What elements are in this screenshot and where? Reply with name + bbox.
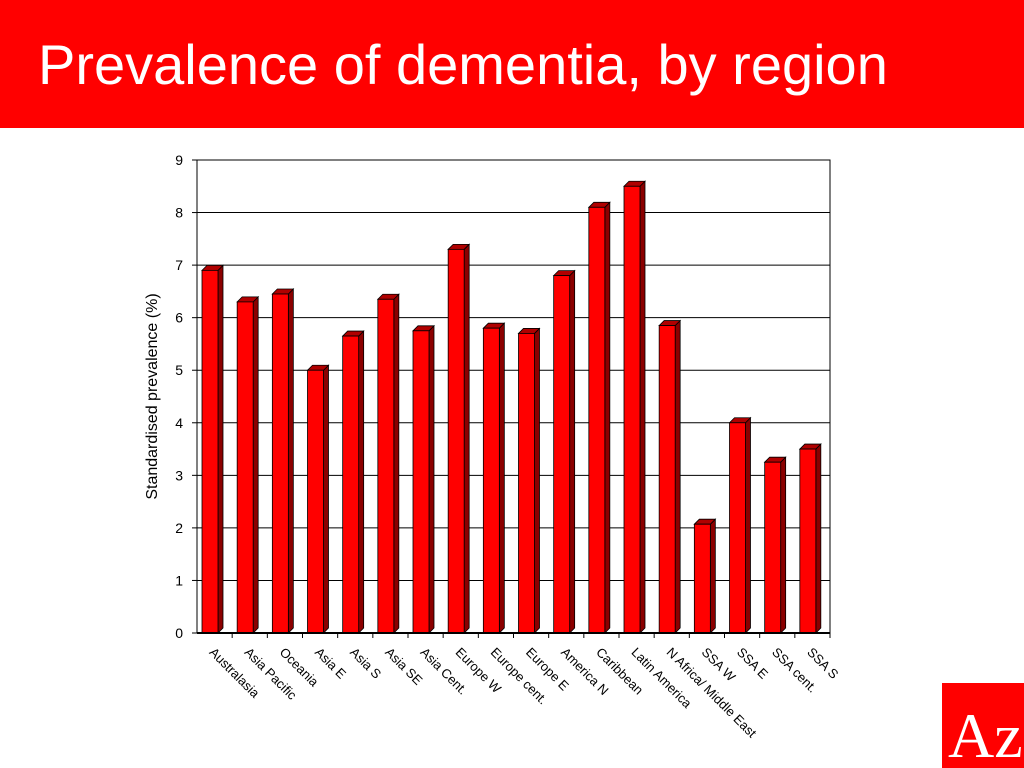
bar [658,325,676,634]
bar-side [393,293,400,634]
bar [201,269,219,634]
bar [482,327,500,634]
bar [729,422,746,634]
y-tick-label: 7 [175,257,183,273]
bar-side [252,295,259,634]
y-tick-label: 3 [175,467,183,483]
y-tick-label: 4 [175,415,183,431]
bar [518,333,535,634]
bar-side [323,364,329,634]
y-tick-label: 2 [175,520,183,536]
bar-side [463,243,470,634]
y-tick-label: 0 [175,625,183,641]
x-tick-label: Asia SE [382,645,426,689]
bar-side [780,456,787,634]
bar [271,293,289,634]
x-tick-label: Asia S [347,645,384,682]
bar [623,185,641,634]
bar [799,448,817,634]
y-axis-label: Standardised prevalence (%) [144,293,161,499]
bar [377,298,395,634]
bar [412,330,430,634]
y-tick-label: 8 [175,205,183,221]
y-tick-label: 9 [175,152,183,168]
bar-side [674,319,681,634]
y-tick-label: 1 [175,572,183,588]
bar-side [287,288,294,634]
bar-side [709,518,716,634]
bar [764,461,782,634]
y-tick-label: 5 [175,362,183,378]
bar [447,248,465,634]
bar [236,301,254,634]
bar-side [639,180,646,634]
title-bar: Prevalence of dementia, by region [0,0,1024,128]
y-tick-label: 6 [175,310,183,326]
bar [588,206,606,634]
bar-side [217,264,224,634]
bar-side [358,330,365,634]
bar [342,335,360,634]
bar [553,275,571,634]
bar-side [604,201,611,634]
bar [307,369,324,634]
bar-side [428,324,435,634]
bar-side [534,327,540,634]
bar-side [569,269,576,634]
bar-side [815,443,822,634]
bar-side [745,416,751,634]
plot-area [196,159,831,634]
bar [693,523,711,634]
brand-logo-text: Az [948,700,1023,768]
x-tick-label: SSA E [734,645,771,682]
brand-logo: Az [942,683,1024,768]
page-title: Prevalence of dementia, by region [38,33,888,96]
bar-side [498,322,505,634]
